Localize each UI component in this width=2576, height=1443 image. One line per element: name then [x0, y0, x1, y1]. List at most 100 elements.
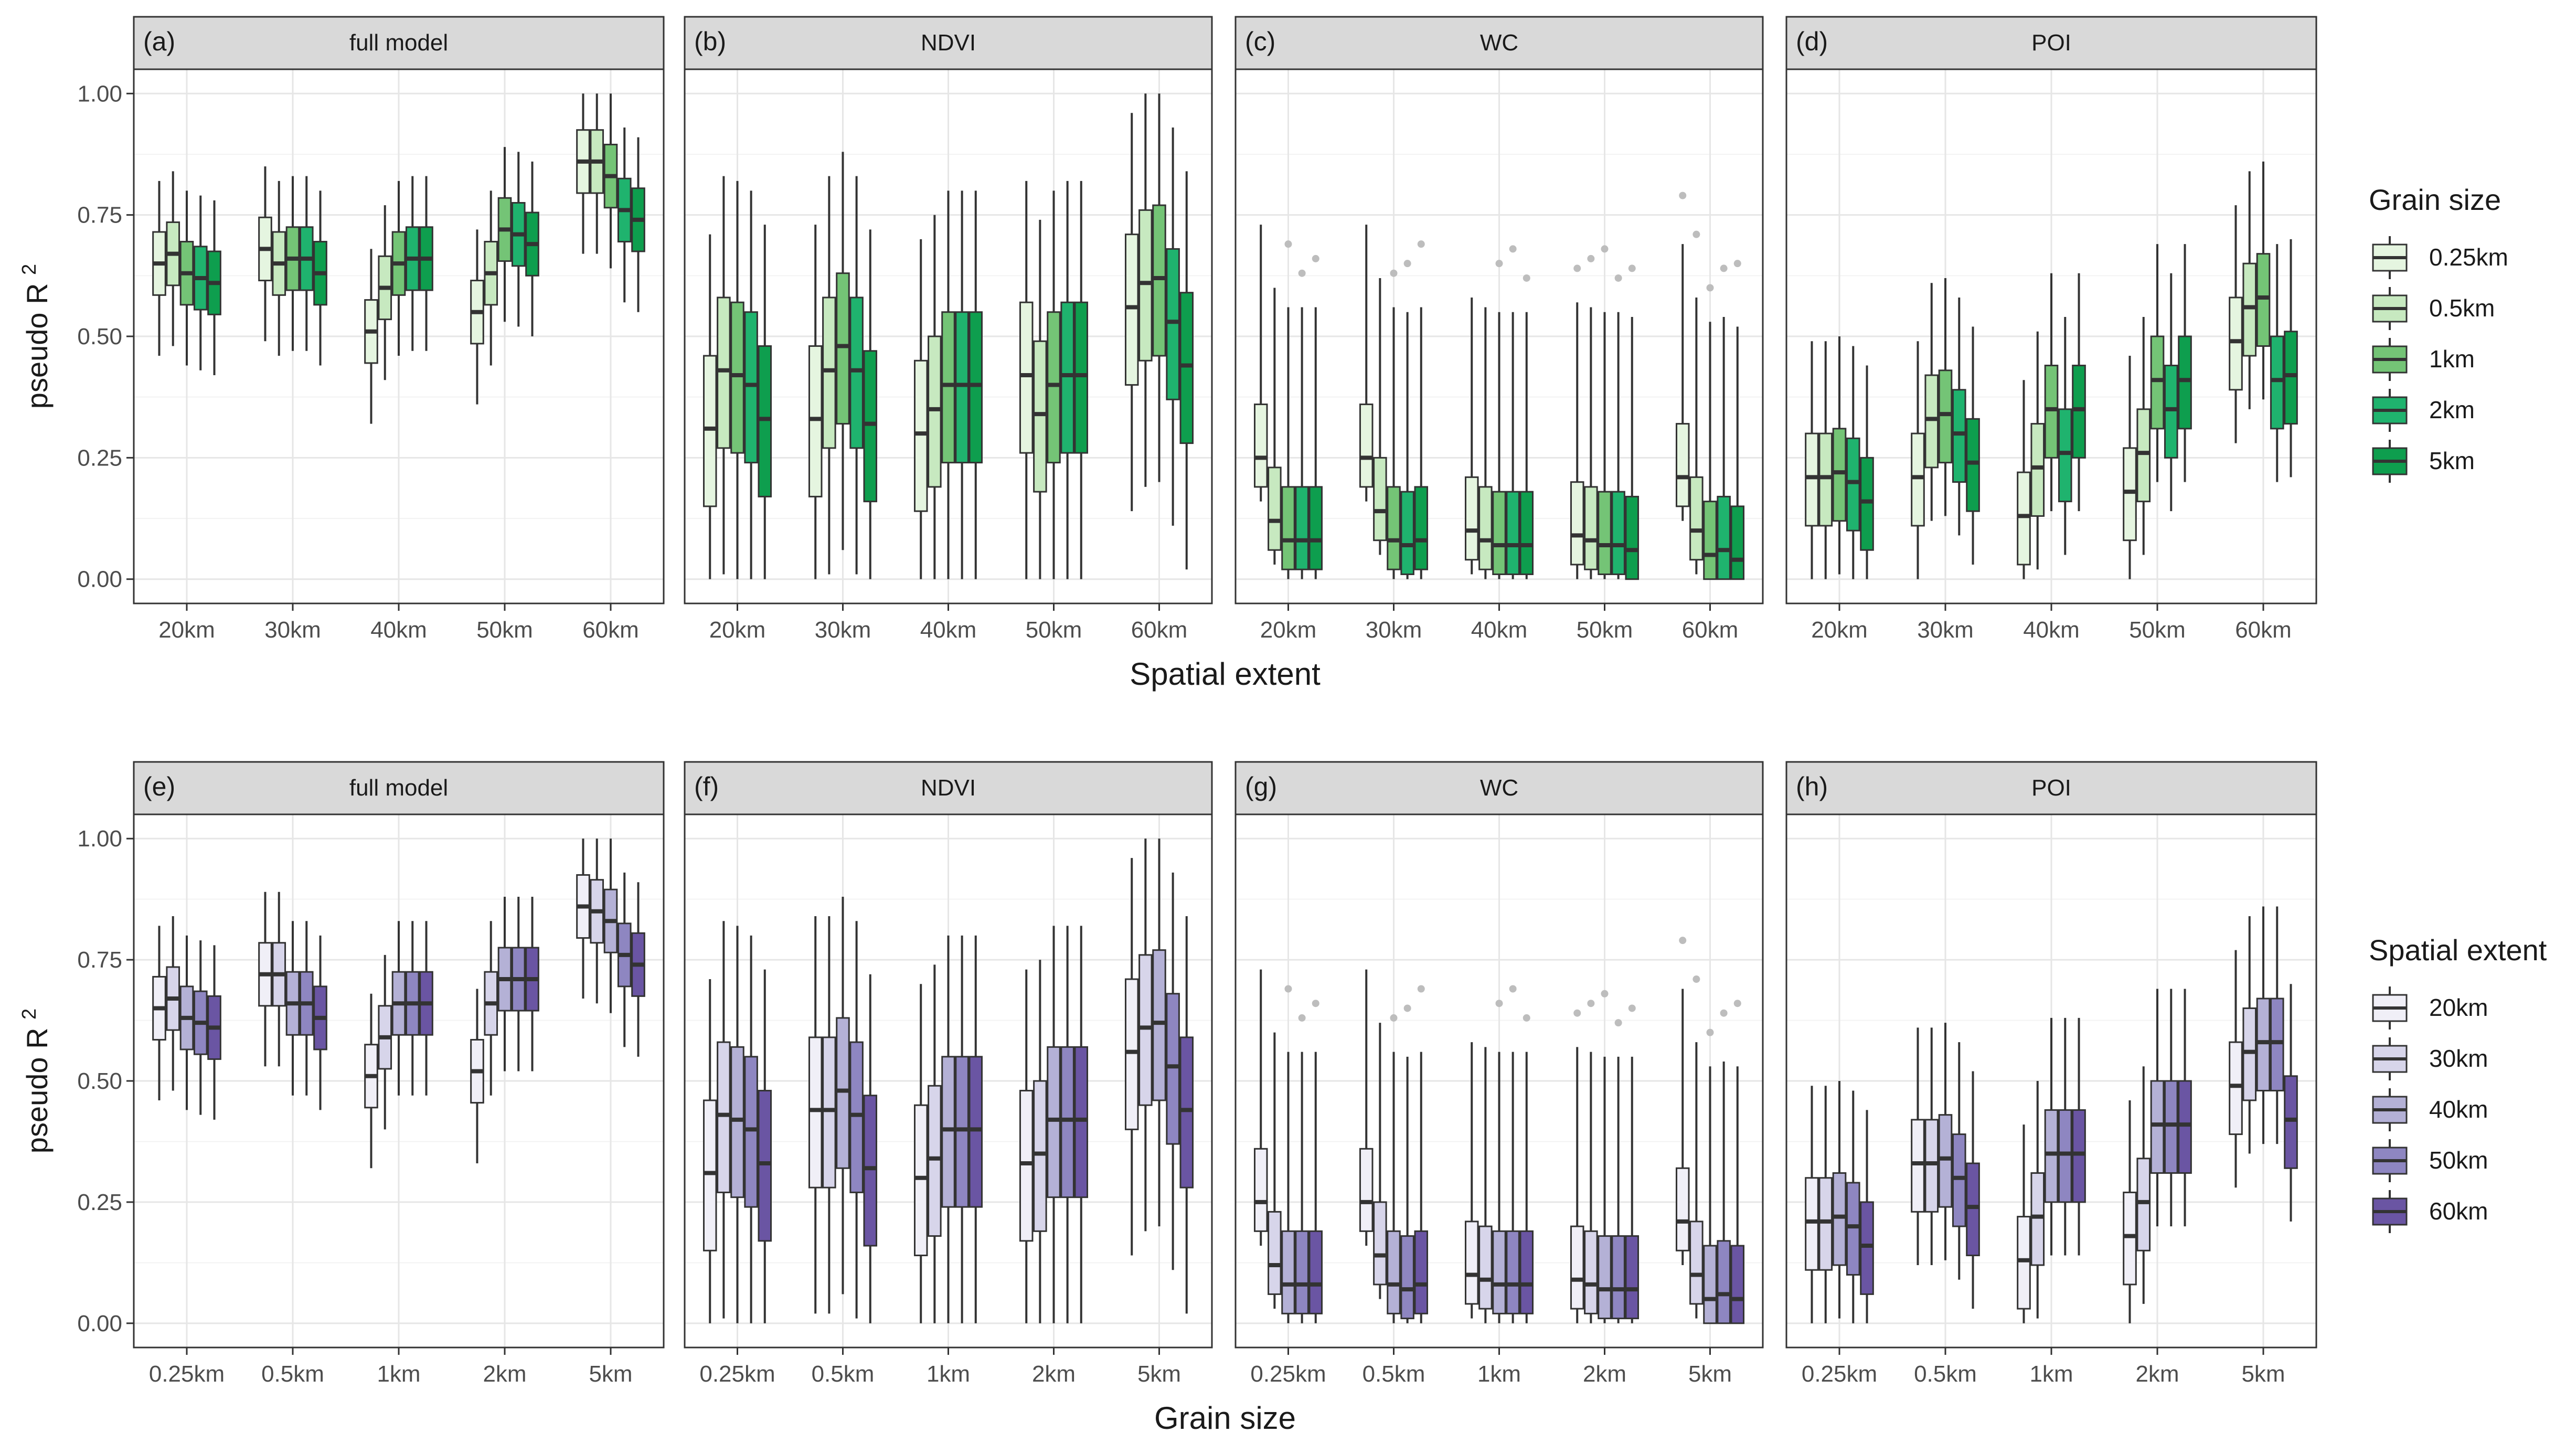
box-5km-50km [1717, 1009, 1731, 1324]
outlier-point [1284, 985, 1292, 993]
box-iqr [2136, 408, 2151, 503]
x-tick-label: 0.25km [1250, 1361, 1326, 1387]
x-tick-label: 60km [2235, 617, 2292, 643]
box-iqr [1860, 1201, 1874, 1295]
x-tick-label: 30km [1917, 617, 1974, 643]
box-20km-5km [1308, 254, 1323, 579]
y-tick-label: 0.25 [77, 445, 122, 471]
box-5km-40km [1152, 839, 1166, 1227]
box-5km-60km [631, 882, 645, 1057]
box-iqr [863, 350, 878, 503]
panel-tag: (h) [1796, 772, 1828, 801]
box-30km-1km [285, 176, 300, 351]
box-5km-20km [1124, 858, 1139, 1256]
box-20km-0.5km [1818, 341, 1833, 579]
box-iqr [1598, 1235, 1612, 1320]
box-iqr [1019, 301, 1034, 454]
outlier-point [1587, 1000, 1595, 1007]
box-iqr [2044, 1109, 2059, 1203]
box-1km-50km [405, 921, 420, 1096]
box-iqr [1703, 1245, 1717, 1324]
box-iqr [1584, 486, 1598, 570]
x-tick-label: 40km [1471, 617, 1528, 643]
box-iqr [1387, 486, 1401, 570]
box-50km-2km [2164, 273, 2178, 512]
outlier-point [1679, 937, 1687, 945]
box-20km-2km [1295, 269, 1309, 579]
box-iqr [822, 1036, 836, 1189]
box-30km-5km [1966, 326, 1980, 565]
box-40km-2km [955, 190, 969, 579]
box-iqr [2284, 331, 2298, 425]
box-40km-1km [391, 181, 406, 356]
x-tick-label: 50km [2129, 617, 2186, 643]
box-iqr [1966, 1162, 1980, 1257]
outlier-point [1417, 985, 1425, 993]
panel-title: NDVI [921, 775, 976, 801]
box-iqr [1308, 486, 1323, 570]
outlier-point [1601, 245, 1609, 253]
box-1km-20km [913, 984, 928, 1323]
box-40km-0.25km [1464, 297, 1479, 575]
box-5km-20km [576, 839, 590, 999]
x-tick-label: 20km [1260, 617, 1317, 643]
legend-item-40km: 40km [2372, 1088, 2488, 1131]
legend-label: 0.25km [2429, 243, 2508, 271]
outlier-point [1509, 245, 1517, 253]
panel-h: (h) POI 0.25km 0.5km 1km 2km 5km [1785, 761, 2317, 1387]
box-1km-30km [928, 964, 942, 1323]
x-tick-label: 2km [1032, 1361, 1076, 1387]
outlier-point [1614, 274, 1622, 282]
box-iqr [1400, 491, 1414, 575]
box-60km-0.5km [1689, 230, 1704, 575]
box-20km-2km [193, 195, 208, 370]
legend-label: 60km [2429, 1197, 2488, 1225]
box-40km-0.5km [1478, 307, 1493, 579]
box-iqr [1295, 486, 1309, 570]
box-50km-0.25km [1019, 181, 1034, 579]
box-0.5km-30km [822, 916, 836, 1314]
box-5km-60km [1179, 916, 1194, 1314]
x-tick-label: 1km [927, 1361, 970, 1387]
legend-item-1km: 1km [2372, 338, 2475, 381]
box-iqr [1570, 481, 1584, 566]
box-0.5km-60km [863, 974, 878, 1323]
box-60km-5km [631, 137, 645, 312]
box-0.5km-30km [1924, 1027, 1939, 1265]
legend-label: 40km [2429, 1096, 2488, 1123]
box-iqr [2256, 253, 2271, 347]
box-iqr [2123, 1191, 2137, 1286]
box-30km-0.5km [272, 181, 286, 356]
box-0.5km-40km [836, 897, 850, 1295]
box-iqr [1832, 428, 1847, 522]
box-iqr [941, 1056, 955, 1208]
box-0.25km-60km [758, 969, 772, 1323]
y-tick-label: 1.00 [77, 826, 122, 852]
box-iqr [1152, 949, 1166, 1101]
x-tick-label: 1km [377, 1361, 420, 1387]
box-iqr [955, 1056, 969, 1208]
box-30km-2km [299, 176, 314, 351]
box-30km-0.5km [1924, 283, 1939, 521]
panel-tag: (a) [143, 27, 175, 56]
box-iqr [1952, 1133, 1966, 1227]
box-iqr [702, 1099, 717, 1251]
box-1km-50km [1506, 985, 1520, 1323]
box-0.25km-20km [702, 979, 717, 1323]
box-iqr [1359, 1148, 1374, 1232]
x-tick-label: 0.5km [812, 1361, 875, 1387]
box-50km-0.25km [2123, 356, 2137, 579]
box-40km-2km [405, 176, 420, 351]
x-tick-label: 1km [2029, 1361, 2073, 1387]
box-1km-40km [941, 935, 955, 1323]
x-tick-label: 5km [1137, 1361, 1181, 1387]
box-30km-0.5km [1373, 278, 1387, 555]
box-60km-5km [2284, 239, 2298, 478]
box-40km-5km [419, 176, 433, 351]
box-40km-1km [2044, 273, 2059, 512]
outlier-point [1587, 254, 1595, 262]
box-30km-5km [863, 229, 878, 579]
box-iqr [1464, 1221, 1479, 1305]
box-iqr [758, 1089, 772, 1242]
